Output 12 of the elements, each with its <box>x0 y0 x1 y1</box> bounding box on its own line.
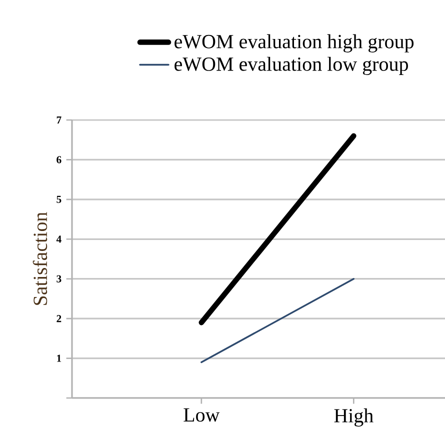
x-tick-label: High <box>334 408 374 427</box>
y-tick-label: 5 <box>56 196 62 203</box>
y-axis-title: Satisfaction <box>32 212 48 305</box>
y-tick-label: 3 <box>56 275 62 282</box>
y-tick-label: 6 <box>56 156 62 164</box>
y-tick-label: 4 <box>56 236 62 243</box>
y-tick-label: 1 <box>57 354 62 362</box>
y-tick-label: 7 <box>56 116 62 124</box>
legend-label: eWOM evaluation low group <box>174 56 408 76</box>
x-tick-label: Low <box>184 408 220 422</box>
legend-label: eWOM evaluation high group <box>174 34 414 52</box>
y-tick-label: 2 <box>56 315 62 322</box>
